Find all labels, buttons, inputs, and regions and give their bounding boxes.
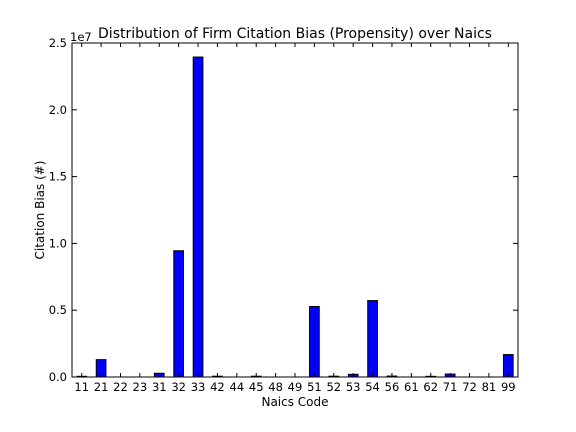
x-tick-label: 62 — [423, 380, 438, 394]
chart-title: Distribution of Firm Citation Bias (Prop… — [98, 26, 492, 42]
x-tick-label: 49 — [288, 380, 303, 394]
bar-51 — [310, 306, 320, 377]
x-tick-label: 48 — [268, 380, 283, 394]
x-tick-label: 42 — [210, 380, 225, 394]
x-tick-label: 45 — [249, 380, 264, 394]
plot-area: 0.0 0.5 1.0 1.5 2.0 2.5 11 21 22 23 31 32 33 42 44 45 48… — [49, 36, 518, 394]
bar-33 — [193, 57, 203, 377]
x-axis-label: Naics Code — [261, 395, 328, 409]
x-tick-label: 31 — [152, 380, 167, 394]
x-tick-label: 99 — [501, 380, 516, 394]
x-tick-label: 22 — [113, 380, 128, 394]
y-tick-label: 0.0 — [49, 370, 67, 384]
y-axis-offset-label: 1e7 — [70, 30, 92, 44]
x-tick-label: 51 — [307, 380, 322, 394]
bar-54 — [368, 301, 378, 377]
y-tick-label: 0.5 — [49, 303, 67, 317]
x-tick-label: 56 — [385, 380, 400, 394]
x-tick-label: 11 — [74, 380, 89, 394]
x-tick-label: 72 — [462, 380, 477, 394]
bar-32 — [174, 251, 184, 377]
x-tick-label: 81 — [482, 380, 497, 394]
x-tick-label: 23 — [133, 380, 148, 394]
y-tick-label: 1.5 — [49, 170, 67, 184]
x-tick-label: 33 — [191, 380, 206, 394]
y-tick-label: 2.0 — [49, 103, 67, 117]
plot-frame — [72, 43, 518, 377]
x-tick-label: 32 — [171, 380, 186, 394]
x-tick-label: 54 — [365, 380, 380, 394]
x-tick-label: 61 — [404, 380, 419, 394]
x-tick-label: 21 — [94, 380, 109, 394]
x-tick-label: 52 — [326, 380, 341, 394]
y-tick-label: 2.5 — [49, 36, 67, 50]
x-tick-label: 53 — [346, 380, 361, 394]
x-tick-label: 44 — [230, 380, 245, 394]
y-tick-label: 1.0 — [49, 236, 67, 250]
y-axis-label: Citation Bias (#) — [33, 161, 47, 260]
x-tick-label: 71 — [443, 380, 458, 394]
